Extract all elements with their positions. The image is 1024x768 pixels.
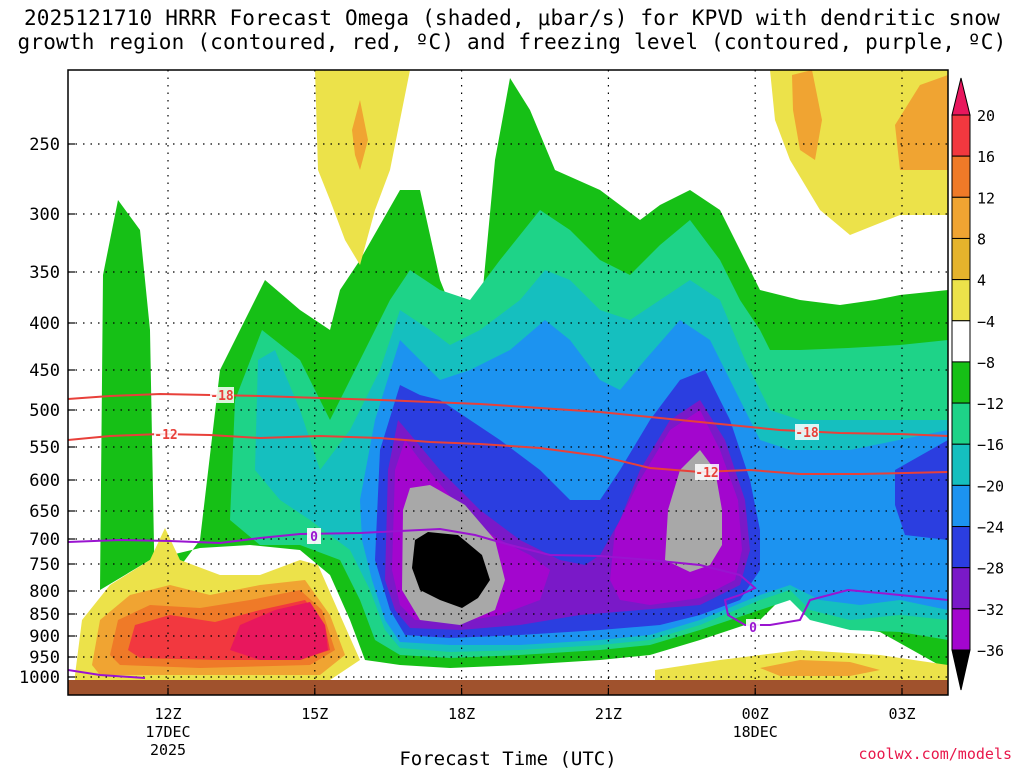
colorbar-swatch-9 xyxy=(951,484,971,528)
x-tick-label-18Z: 18Z xyxy=(448,705,475,723)
omega-band-pos4-top-left xyxy=(315,70,410,265)
x-tick-date-00Z: 18DEC xyxy=(733,723,778,741)
y-tick-label-250: 250 xyxy=(29,135,60,155)
colorbar-swatch-10 xyxy=(951,526,971,569)
colorbar-label-0: 20 xyxy=(977,107,995,125)
colorbar-label-4: 4 xyxy=(977,272,986,290)
omega-band-neg36 xyxy=(412,532,490,608)
x-axis-label: Forecast Time (UTC) xyxy=(399,748,616,768)
colorbar-label-8: −16 xyxy=(977,436,1004,454)
contour-labels: -18 -12 -12 -18 0 0 xyxy=(154,387,819,636)
colorbar-swatch-12 xyxy=(951,608,971,651)
omega-shading xyxy=(68,70,948,695)
colorbar-swatch-7 xyxy=(951,402,971,445)
x-tick-date-12Z: 17DEC xyxy=(145,723,190,741)
colorbar-top-arrow xyxy=(951,77,971,116)
colorbar-swatch-11 xyxy=(951,567,971,610)
colorbar-label-9: −20 xyxy=(977,477,1004,495)
omega-band-pos20-bottom-left xyxy=(230,602,328,660)
colorbar-label-7: −12 xyxy=(977,395,1004,413)
colorbar-label-11: −28 xyxy=(977,560,1004,578)
colorbar-label-1: 16 xyxy=(977,148,995,166)
freezing-level-contour xyxy=(68,527,948,626)
x-tick-year-12Z: 2025 xyxy=(150,741,186,759)
colorbar-label-6: −8 xyxy=(977,354,995,372)
x-tick-label-12Z: 12Z xyxy=(154,705,181,723)
colorbar-swatch-8 xyxy=(951,443,971,486)
colorbar-swatch-4 xyxy=(951,279,971,322)
omega-band-pos8-bottom-right xyxy=(760,660,880,676)
freezing-level-contour-sfc xyxy=(68,669,146,679)
y-tick-label-300: 300 xyxy=(29,205,60,225)
colorbar-label-3: 8 xyxy=(977,230,986,248)
y-tick-label-750: 750 xyxy=(29,555,60,575)
chart-title: 2025121710 HRRR Forecast Omega (shaded, … xyxy=(0,6,1024,54)
y-tick-label-450: 450 xyxy=(29,361,60,381)
colorbar-label-10: −24 xyxy=(977,519,1004,537)
x-tick-label-03Z: 03Z xyxy=(888,705,915,723)
colorbar-swatch-0 xyxy=(951,114,971,157)
colorbar: 20 16 12 8 4 −4 −8 −12 −16 −20 −24 −28 −32 −36 xyxy=(951,77,1004,691)
colorbar-label-5: −4 xyxy=(977,313,995,331)
y-tick-label-400: 400 xyxy=(29,314,60,334)
terrain xyxy=(68,680,948,695)
y-tick-label-950: 950 xyxy=(29,648,60,668)
colorbar-swatch-2 xyxy=(951,196,971,239)
plot-border xyxy=(67,69,949,696)
colorbar-swatch-1 xyxy=(951,155,971,198)
colorbar-bottom-arrow xyxy=(951,649,971,691)
credit-text: coolwx.com/models xyxy=(858,745,1012,763)
dgz-label-1: -18 xyxy=(210,389,234,404)
y-tick-label-850: 850 xyxy=(29,605,60,625)
omega-band-pos8-top-left xyxy=(352,100,368,170)
omega-band-pos8-top-right xyxy=(792,70,948,170)
title-line-2: growth region (contoured, red, ºC) and f… xyxy=(17,30,1007,54)
y-axis: 2503003504004505005506006507007508008509… xyxy=(19,135,75,688)
y-tick-label-600: 600 xyxy=(29,471,60,491)
freezing-label-1: 0 xyxy=(310,530,318,545)
title-line-1: 2025121710 HRRR Forecast Omega (shaded, … xyxy=(23,6,1001,30)
dgz-label-2: -12 xyxy=(154,428,177,443)
colorbar-swatch-3 xyxy=(951,237,971,281)
dgz-label-4: -18 xyxy=(795,426,819,441)
y-tick-label-900: 900 xyxy=(29,627,60,647)
y-tick-label-800: 800 xyxy=(29,582,60,602)
colorbar-label-13: −36 xyxy=(977,642,1004,660)
dgz-label-3: -12 xyxy=(695,466,718,481)
y-tick-label-650: 650 xyxy=(29,502,60,522)
freezing-label-2: 0 xyxy=(749,621,757,636)
y-tick-label-700: 700 xyxy=(29,530,60,550)
y-tick-label-550: 550 xyxy=(29,438,60,458)
colorbar-swatch-5 xyxy=(951,320,971,363)
colorbar-swatch-6 xyxy=(951,361,971,404)
y-tick-label-1000: 1000 xyxy=(19,668,60,688)
colorbar-label-12: −32 xyxy=(977,601,1004,619)
x-tick-label-00Z: 00Z xyxy=(742,705,769,723)
x-tick-label-21Z: 21Z xyxy=(595,705,622,723)
colorbar-label-2: 12 xyxy=(977,189,995,207)
y-tick-label-500: 500 xyxy=(29,401,60,421)
y-tick-label-350: 350 xyxy=(29,263,60,283)
dgz-contour-neg12 xyxy=(68,432,948,475)
x-tick-label-15Z: 15Z xyxy=(301,705,328,723)
